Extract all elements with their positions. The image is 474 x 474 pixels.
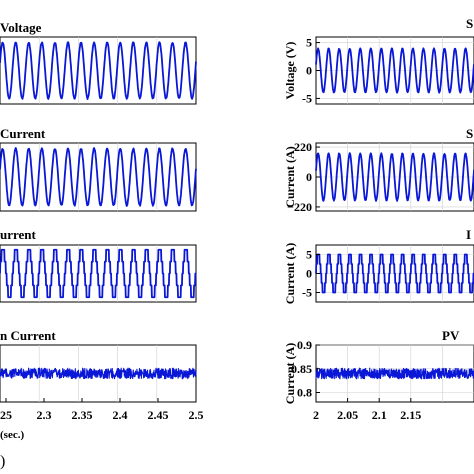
series-line	[0, 248, 197, 299]
x-tick-label: 2.05	[337, 408, 358, 422]
y-tick-label: 220	[294, 140, 312, 154]
series-line	[0, 147, 197, 207]
y-axis-label: Current (A)	[283, 146, 297, 207]
y-axis-label: Current (A)	[283, 243, 297, 304]
panel-urrent-left: urrent	[0, 227, 197, 303]
panel-title: PV	[442, 328, 460, 343]
panel-title: n Current	[0, 328, 56, 343]
panel-title: Current	[0, 126, 46, 141]
x-tick-label: 25	[0, 408, 12, 422]
panel-title: S	[466, 16, 473, 31]
x-tick-label: 2.45	[148, 408, 169, 422]
series-line	[0, 41, 197, 100]
y-tick-label: -5	[302, 91, 312, 105]
y-tick-label: -5	[302, 286, 312, 300]
x-tick-label: 2.5	[189, 408, 204, 422]
y-tick-label: −220	[287, 200, 312, 214]
panel-voltage-left: Voltage	[0, 20, 197, 105]
panel-title: urrent	[0, 227, 37, 242]
panel-i-current-right: I 5 0 -5 Current (A)	[283, 227, 474, 304]
y-axis-label: Voltage (V)	[283, 42, 297, 100]
panel-s-voltage-right: S 5 0 -5 Voltage (V)	[283, 16, 474, 105]
x-tick-label: 2.1	[372, 408, 387, 422]
panel-n-current-left: n Current 25 2.3 2.35 2.4 2.45 2.5 (sec.)	[0, 328, 204, 441]
y-tick-label: 0	[306, 170, 312, 184]
y-tick-label: 0.8	[297, 386, 312, 400]
panel-title: Voltage	[0, 20, 42, 35]
x-tick-label: 2.35	[72, 408, 93, 422]
y-tick-label: 0.9	[297, 338, 312, 352]
x-axis-label: (sec.)	[0, 429, 24, 441]
x-tick-label: 2	[313, 408, 319, 422]
y-tick-label: 0	[306, 267, 312, 281]
y-tick-label: 5	[306, 248, 312, 262]
panel-current-left: Current	[0, 126, 197, 212]
y-tick-label: 5	[306, 36, 312, 50]
y-tick-label: 0	[306, 64, 312, 78]
y-axis-label: Current (A)	[283, 343, 297, 404]
panel-title: I	[466, 227, 471, 242]
figure-caption-fragment: )	[0, 453, 5, 470]
x-tick-label: 2.3	[37, 408, 52, 422]
x-tick-label: 2.4	[113, 408, 128, 422]
y-tick-label: 0.85	[291, 362, 312, 376]
panel-title: S	[466, 126, 473, 141]
series-line	[315, 152, 474, 202]
series-line	[315, 253, 474, 294]
series-line	[0, 367, 197, 380]
x-tick-label: 2.15	[400, 408, 421, 422]
series-line	[315, 47, 474, 94]
series-line	[315, 367, 474, 380]
